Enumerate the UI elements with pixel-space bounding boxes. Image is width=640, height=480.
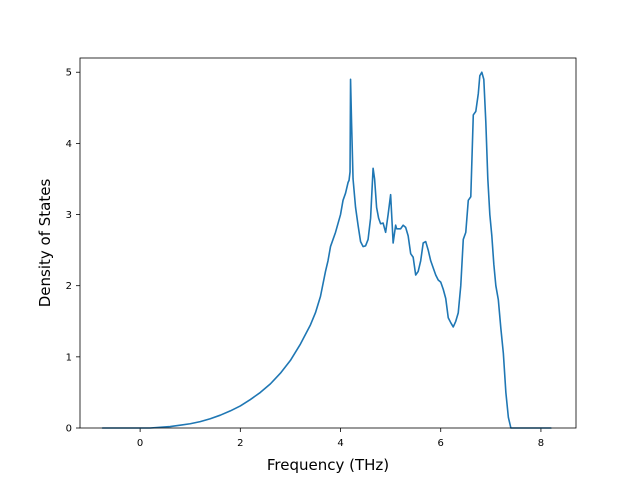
y-tick-label: 2 xyxy=(66,281,72,292)
axes-frame xyxy=(79,57,577,429)
x-axis-ticks: 0 2 4 6 8 xyxy=(137,428,544,449)
y-axis-label: Density of States xyxy=(36,179,54,308)
x-axis-label: Frequency (THz) xyxy=(267,456,389,474)
x-tick-label: 8 xyxy=(538,438,544,449)
x-tick-label: 2 xyxy=(237,438,243,449)
y-tick-label: 0 xyxy=(66,424,72,435)
y-axis-ticks: 0 1 2 3 4 5 xyxy=(66,68,80,435)
plot-area xyxy=(80,58,576,428)
y-tick-label: 4 xyxy=(66,139,72,150)
dos-series-line xyxy=(101,71,552,429)
x-tick-label: 0 xyxy=(137,438,143,449)
y-tick-label: 3 xyxy=(66,210,72,221)
x-tick-label: 4 xyxy=(337,438,343,449)
y-tick-label: 5 xyxy=(66,68,72,79)
x-tick-label: 6 xyxy=(438,438,444,449)
y-tick-label: 1 xyxy=(66,352,72,363)
